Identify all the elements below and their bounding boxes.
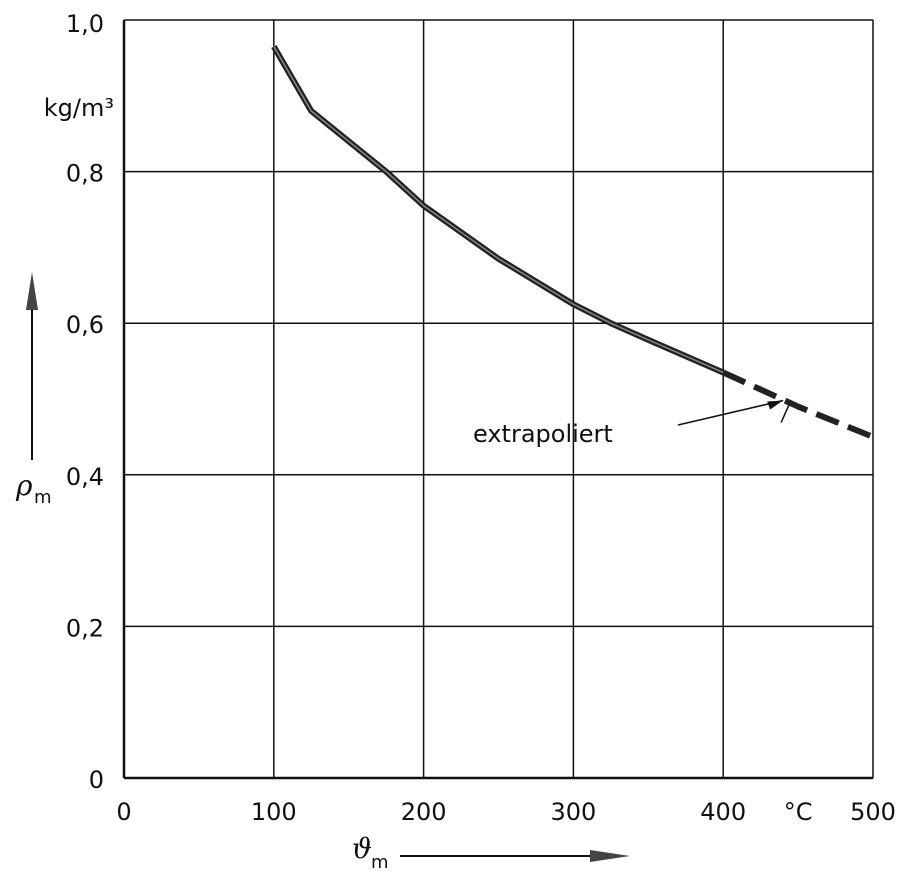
x-unit-label: °C [784,798,813,826]
y-axis-symbol: ρ [15,469,33,502]
x-tick-label: 400 [700,798,746,826]
annotation-arrowhead [767,400,784,410]
series-measured-line-highlight [273,46,724,374]
y-unit-label: kg/m³ [44,94,114,122]
grid [124,19,874,778]
x-tick-label: 0 [116,798,131,826]
y-tick-label: 0 [89,766,104,794]
x-axis-arrowhead [590,850,630,862]
x-tick-label: 300 [550,798,596,826]
y-axis-subscript: m [34,487,52,508]
y-tick-label: 0,6 [66,311,104,339]
series-extrapolated-line [721,369,875,440]
y-tick-label: 1,0 [66,10,104,38]
x-axis-symbol: ϑ [352,832,372,865]
y-axis-arrowhead [26,272,38,310]
annotation-leader-line [677,399,784,426]
labels-group: 0 100 200 300 400 500 0 0,2 0,4 0,6 0,8 1,0 kg/m³ °C ρ… [15,10,896,873]
x-tick-label: 500 [850,798,896,826]
annotation-extrapoliert: extrapoliert [473,420,613,448]
y-tick-label: 0,8 [66,160,104,188]
y-tick-label: 0,4 [66,463,104,491]
y-tick-label: 0,2 [66,614,104,642]
x-tick-label: 200 [401,798,447,826]
series-group [271,45,875,440]
axes [122,20,873,780]
x-tick-label: 100 [251,798,297,826]
annotation-tick-mark [780,404,790,423]
x-axis-subscript: m [371,852,389,873]
